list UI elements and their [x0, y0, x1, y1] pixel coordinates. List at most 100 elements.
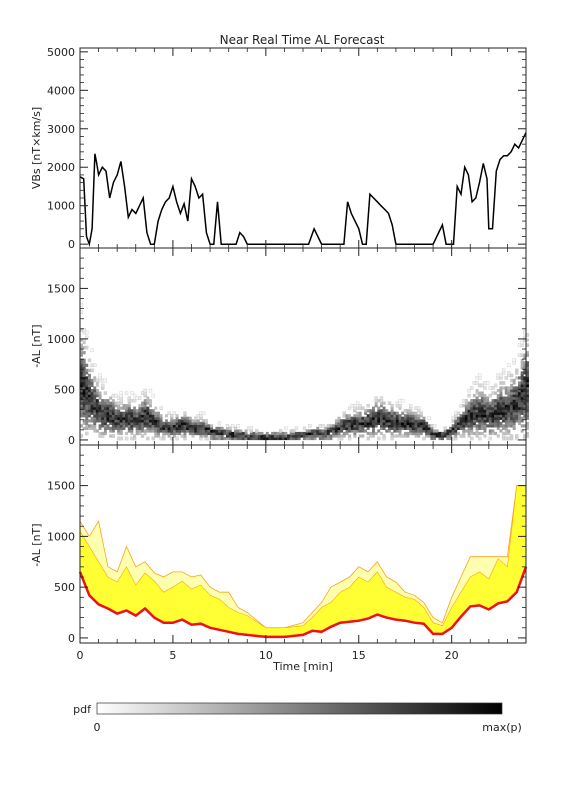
pdf-cell: [165, 431, 168, 436]
pdf-cell: [127, 419, 131, 423]
pdf-cell: [88, 399, 91, 403]
pdf-cell: [106, 401, 110, 405]
pdf-cell: [143, 411, 147, 415]
pdf-cell: [483, 396, 487, 400]
pdf-cell: [85, 378, 89, 383]
pdf-cell: [457, 419, 460, 423]
pdf-cell: [90, 401, 94, 405]
pdf-cell: [93, 424, 97, 428]
pdf-cell: [382, 416, 386, 420]
pdf-cell: [154, 411, 158, 415]
pdf-cell: [526, 414, 529, 418]
pdf-cell: [257, 434, 261, 438]
pdf-cell: [88, 391, 91, 395]
pdf-cell: [244, 436, 248, 441]
pdf-cell: [278, 429, 283, 433]
pdf-cell: [520, 416, 524, 420]
pdf-cell: [82, 406, 86, 410]
pdf-cell: [133, 434, 137, 438]
pdf-cell: [406, 426, 410, 430]
pdf-cell: [138, 419, 142, 423]
pdf-cell: [109, 421, 113, 425]
pdf-cell: [252, 434, 256, 438]
pdf-cell: [430, 429, 434, 433]
pdf-cell: [326, 431, 330, 436]
pdf-cell: [488, 421, 492, 425]
pdf-cell: [494, 406, 498, 410]
pdf-cell: [93, 389, 97, 393]
pdf-cell: [523, 366, 527, 370]
pdf-cell: [215, 434, 219, 438]
pdf-cell: [523, 378, 527, 383]
pdf-cell: [475, 431, 479, 436]
pdf-cell: [507, 386, 511, 390]
pdf-cell: [520, 381, 524, 385]
pdf-cell: [191, 426, 195, 430]
pdf-cell: [441, 436, 444, 441]
pdf-cell: [138, 404, 142, 408]
pdf-cell: [414, 429, 418, 433]
pdf-cell: [125, 404, 129, 408]
pdf-cell: [103, 409, 107, 413]
pdf-cell: [226, 431, 229, 436]
pdf-cell: [470, 431, 474, 436]
pdf-cell: [90, 383, 94, 388]
pdf-cell: [98, 411, 102, 415]
pdf-cell: [470, 399, 474, 403]
pdf-cell: [374, 421, 378, 425]
pdf-cell: [130, 414, 134, 418]
pdf-cell: [95, 429, 99, 433]
pdf-cell: [114, 411, 118, 415]
pdf-cell: [358, 434, 362, 438]
pdf-cell: [340, 429, 344, 433]
pdf-cell: [125, 424, 129, 428]
pdf-cell: [165, 424, 168, 428]
pdf-cell: [151, 416, 155, 420]
pdf-cell: [523, 404, 527, 408]
pdf-cell: [133, 406, 137, 410]
pdf-cell: [132, 393, 137, 398]
pdf-cell: [496, 419, 500, 423]
pdf-cell: [244, 431, 248, 436]
pdf-cell: [512, 381, 516, 385]
pdf-cell: [82, 373, 86, 377]
pdf-cell: [502, 414, 506, 418]
colorbar: pdf 0 max(p): [73, 702, 522, 734]
pdf-cell: [98, 404, 102, 408]
pdf-cell: [170, 421, 174, 425]
pdf-cell: [395, 411, 399, 415]
pdf-cell: [311, 429, 314, 433]
pdf-cell: [180, 419, 184, 423]
pdf-cell: [88, 383, 91, 388]
pdf-cell: [480, 419, 484, 423]
pdf-cell: [257, 436, 261, 441]
pdf-cell: [515, 406, 519, 410]
pdf-cell: [295, 434, 298, 438]
pdf-cell: [494, 414, 498, 418]
pdf-cell: [138, 429, 142, 433]
pdf-cell: [117, 424, 121, 428]
pdf-cell: [454, 419, 458, 423]
pdf-cell: [486, 411, 490, 415]
pdf-cell: [510, 414, 514, 418]
pdf-cell: [520, 361, 524, 365]
pdf-cell: [122, 414, 126, 418]
pdf-cell: [403, 424, 407, 428]
pdf-cell: [149, 409, 152, 413]
pdf-cell: [486, 401, 490, 405]
pdf-cell: [388, 411, 391, 415]
pdf-cell: [260, 434, 264, 438]
pdf-cell: [467, 393, 471, 398]
pdf-cell: [467, 434, 471, 438]
pdf-cell: [372, 426, 375, 430]
pdf-cell: [183, 421, 187, 425]
pdf-cell: [470, 409, 474, 413]
pdf-cell: [93, 399, 97, 403]
pdf-cell: [172, 429, 176, 433]
pdf-cell: [103, 406, 107, 410]
pdf-cell: [512, 391, 516, 395]
pdf-cell: [475, 429, 479, 433]
pdf-cell: [149, 411, 152, 415]
pdf-cell: [186, 424, 190, 428]
pdf-cell: [146, 411, 150, 415]
